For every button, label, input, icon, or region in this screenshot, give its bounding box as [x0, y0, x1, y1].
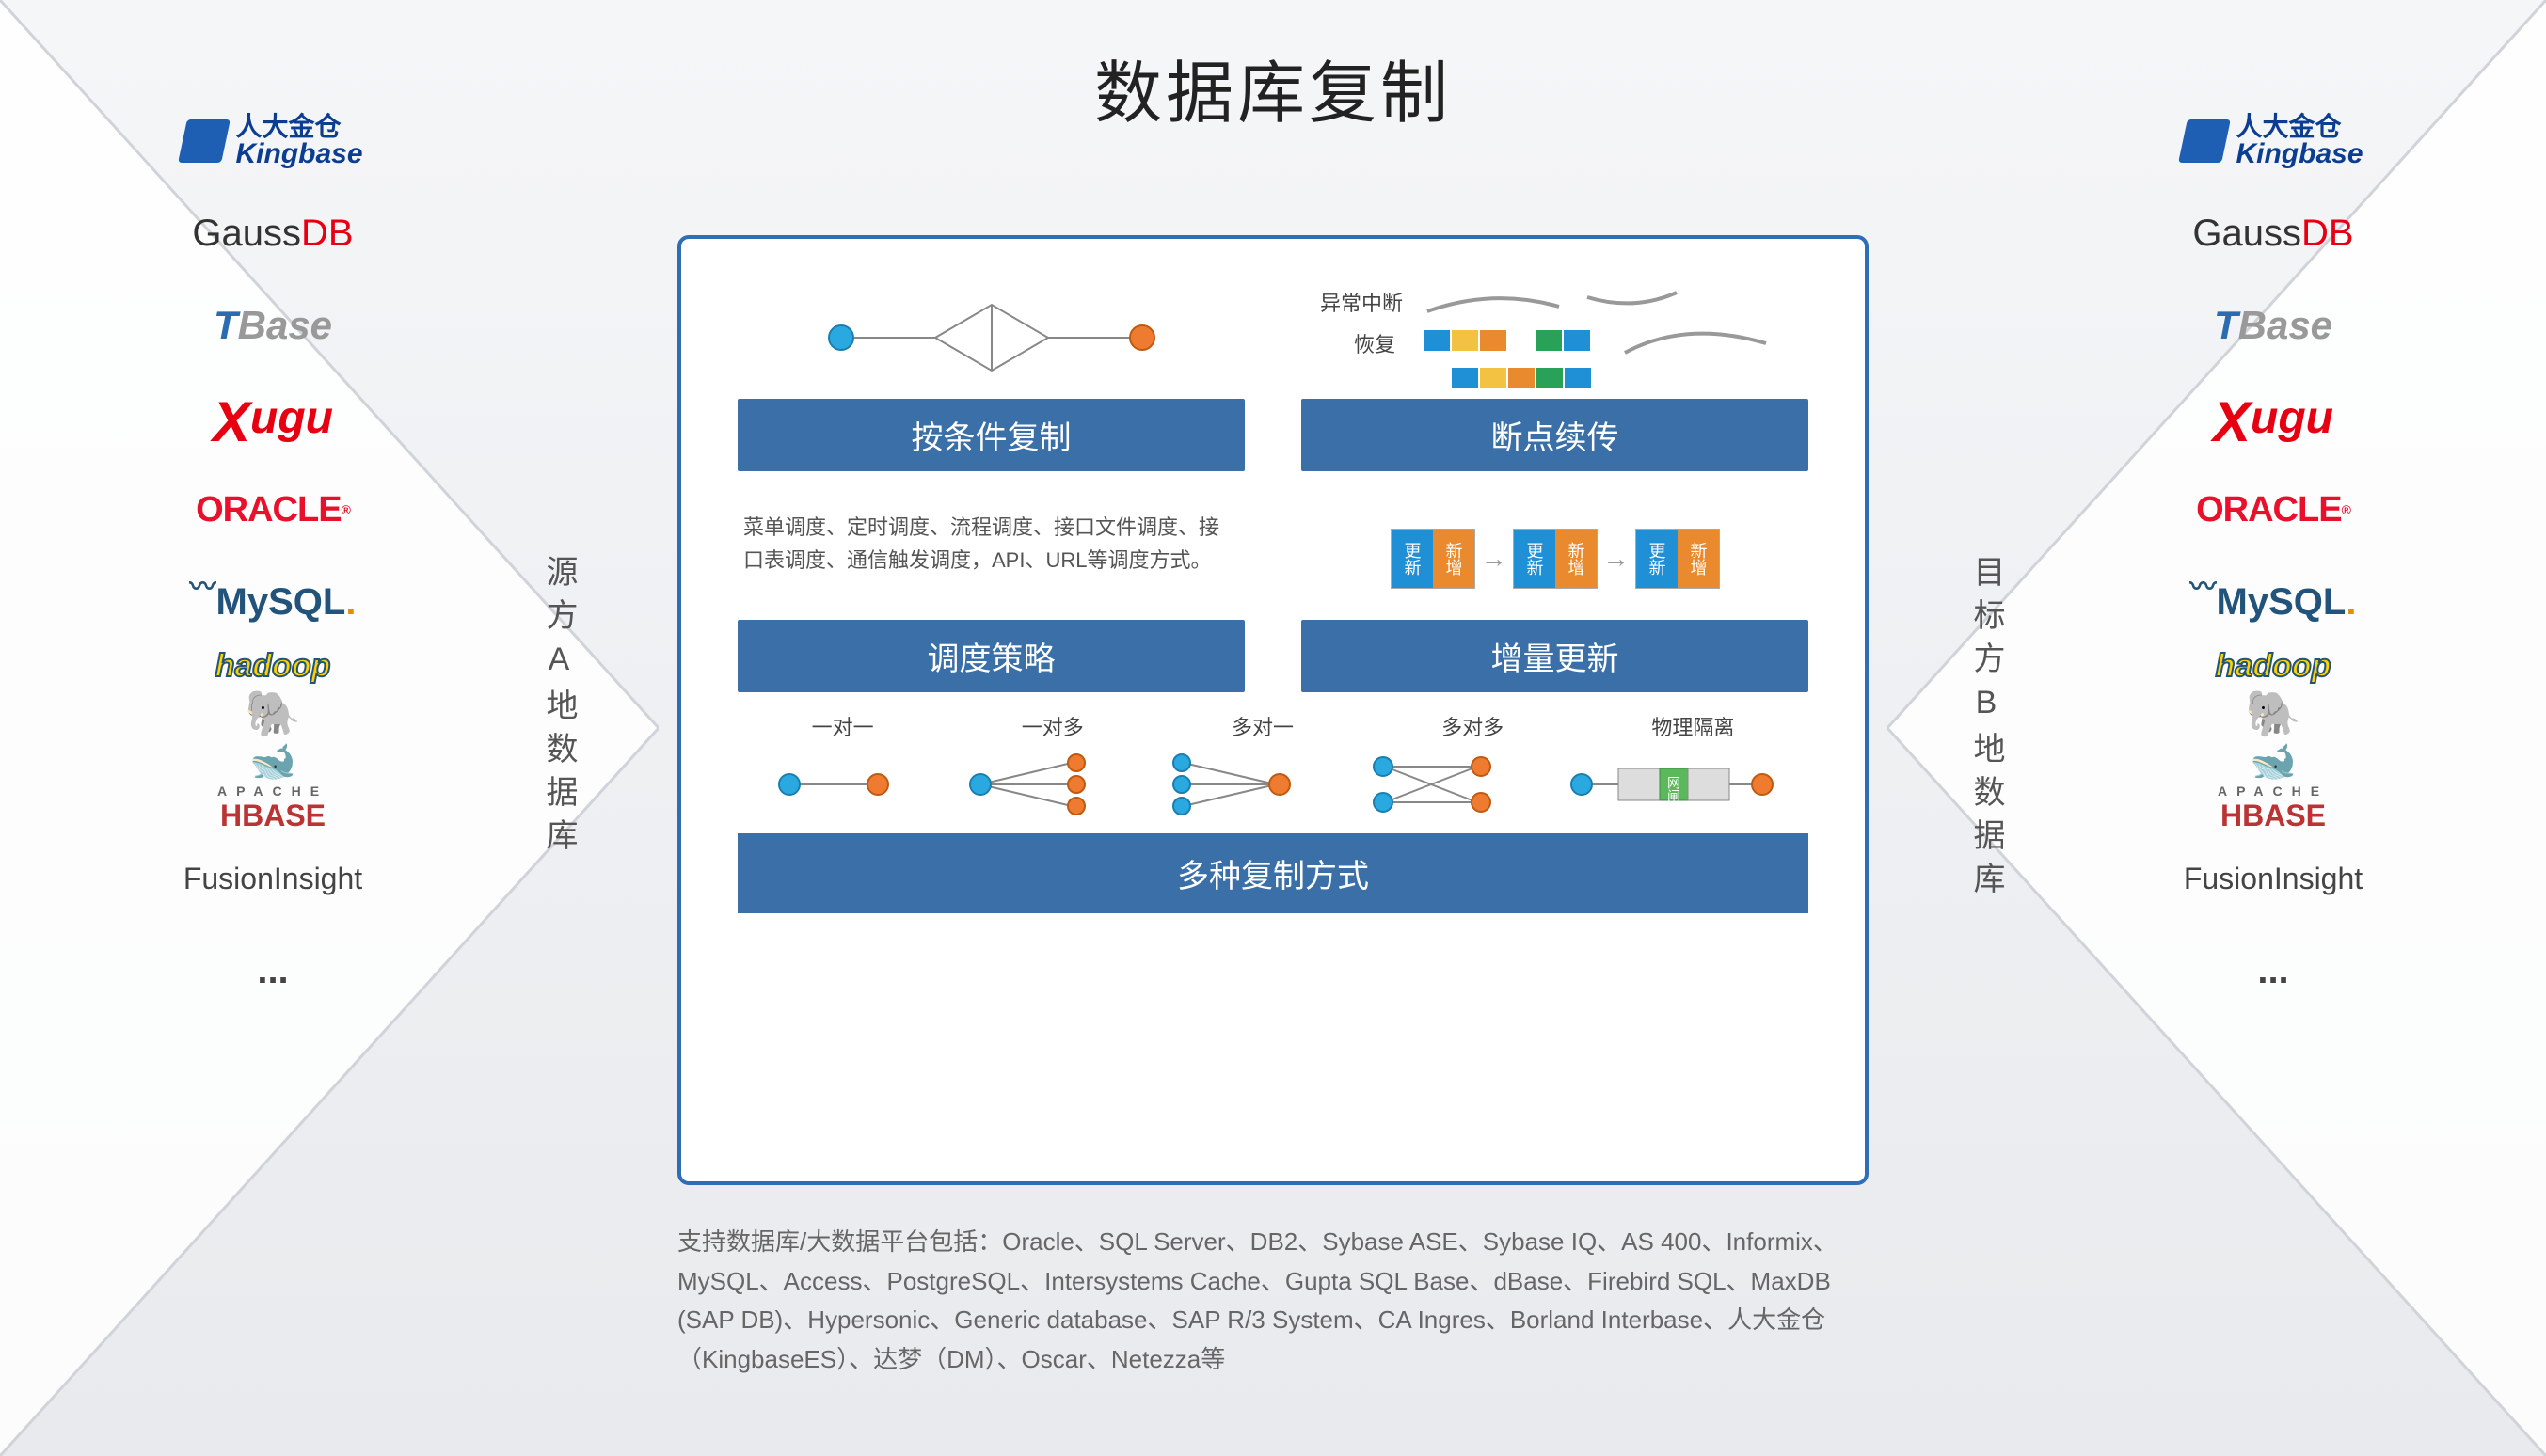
- logo-gaussdb: GaussDB: [2192, 196, 2353, 271]
- logo-tbase: TBase: [214, 288, 332, 363]
- logo-fusioninsight: FusionInsight: [2184, 841, 2363, 916]
- feature-conditional-copy: 按条件复制: [738, 399, 1245, 471]
- source-side-label: 源方A地数据库: [536, 555, 582, 862]
- feature-incremental-update: 增量更新: [1301, 620, 1808, 692]
- mode-manytomany-icon: [1366, 752, 1498, 817]
- mode-label-manytomany: 多对多: [1441, 711, 1504, 741]
- logo-oracle: ORACLE®: [196, 472, 350, 547]
- replication-modes-section: 一对一 一对多 多对一 多对多 物理隔离: [738, 711, 1808, 913]
- mode-label-physical-isolation: 物理隔离: [1651, 711, 1734, 741]
- incremental-update-illustration: 更新新增 → 更新新增 → 更新新增: [1301, 498, 1808, 620]
- breakpoint-resume-illustration: 异常中断 恢复: [1301, 277, 1808, 399]
- logo-tbase: TBase: [2214, 288, 2332, 363]
- logo-hbase: 🐋APACHEHBASE: [217, 749, 328, 824]
- logo-xugu: Xugu: [2213, 380, 2333, 455]
- mode-1tomany-icon: [963, 752, 1095, 817]
- target-db-column: 人大金仓Kingbase GaussDB TBase Xugu ORACLE® …: [2123, 103, 2424, 1008]
- logo-xugu: Xugu: [213, 380, 333, 455]
- logo-mysql: 〰MySQL.: [2190, 564, 2357, 640]
- mode-label-1to1: 一对一: [812, 711, 874, 741]
- logo-kingbase: 人大金仓Kingbase: [2183, 103, 2363, 179]
- logo-ellipsis: ...: [2257, 933, 2288, 1008]
- logo-mysql: 〰MySQL.: [190, 564, 357, 640]
- mode-manyto1-icon: [1165, 752, 1297, 817]
- logo-hbase: 🐋APACHEHBASE: [2218, 749, 2329, 824]
- mode-1to1-icon: [772, 756, 895, 813]
- logo-gaussdb: GaussDB: [192, 196, 353, 271]
- mode-isolation-icon: 网闸: [1567, 752, 1774, 817]
- feature-replication-modes: 多种复制方式: [738, 833, 1808, 913]
- logo-ellipsis: ...: [257, 933, 288, 1008]
- logo-hadoop: hadoop🐘: [2216, 657, 2331, 732]
- logo-hadoop: hadoop🐘: [215, 657, 331, 732]
- svg-text:网闸: 网闸: [1666, 776, 1681, 803]
- feature-breakpoint-resume: 断点续传: [1301, 399, 1808, 471]
- feature-schedule-strategy: 调度策略: [738, 620, 1245, 692]
- supported-db-footer: 支持数据库/大数据平台包括：Oracle、SQL Server、DB2、Syba…: [677, 1223, 1869, 1379]
- logo-oracle: ORACLE®: [2196, 472, 2350, 547]
- target-side-label: 目标方B地数据库: [1964, 555, 2010, 905]
- mode-label-1tomany: 一对多: [1022, 711, 1084, 741]
- schedule-strategy-desc: 菜单调度、定时调度、流程调度、接口文件调度、接口表调度、通信触发调度，API、U…: [738, 498, 1245, 620]
- logo-kingbase: 人大金仓Kingbase: [183, 103, 362, 179]
- logo-fusioninsight: FusionInsight: [183, 841, 362, 916]
- conditional-copy-illustration: [738, 277, 1245, 399]
- mode-label-manyto1: 多对一: [1232, 711, 1294, 741]
- source-db-column: 人大金仓Kingbase GaussDB TBase Xugu ORACLE® …: [122, 103, 423, 1008]
- center-panel: 按条件复制 异常中断 恢复: [677, 235, 1869, 1185]
